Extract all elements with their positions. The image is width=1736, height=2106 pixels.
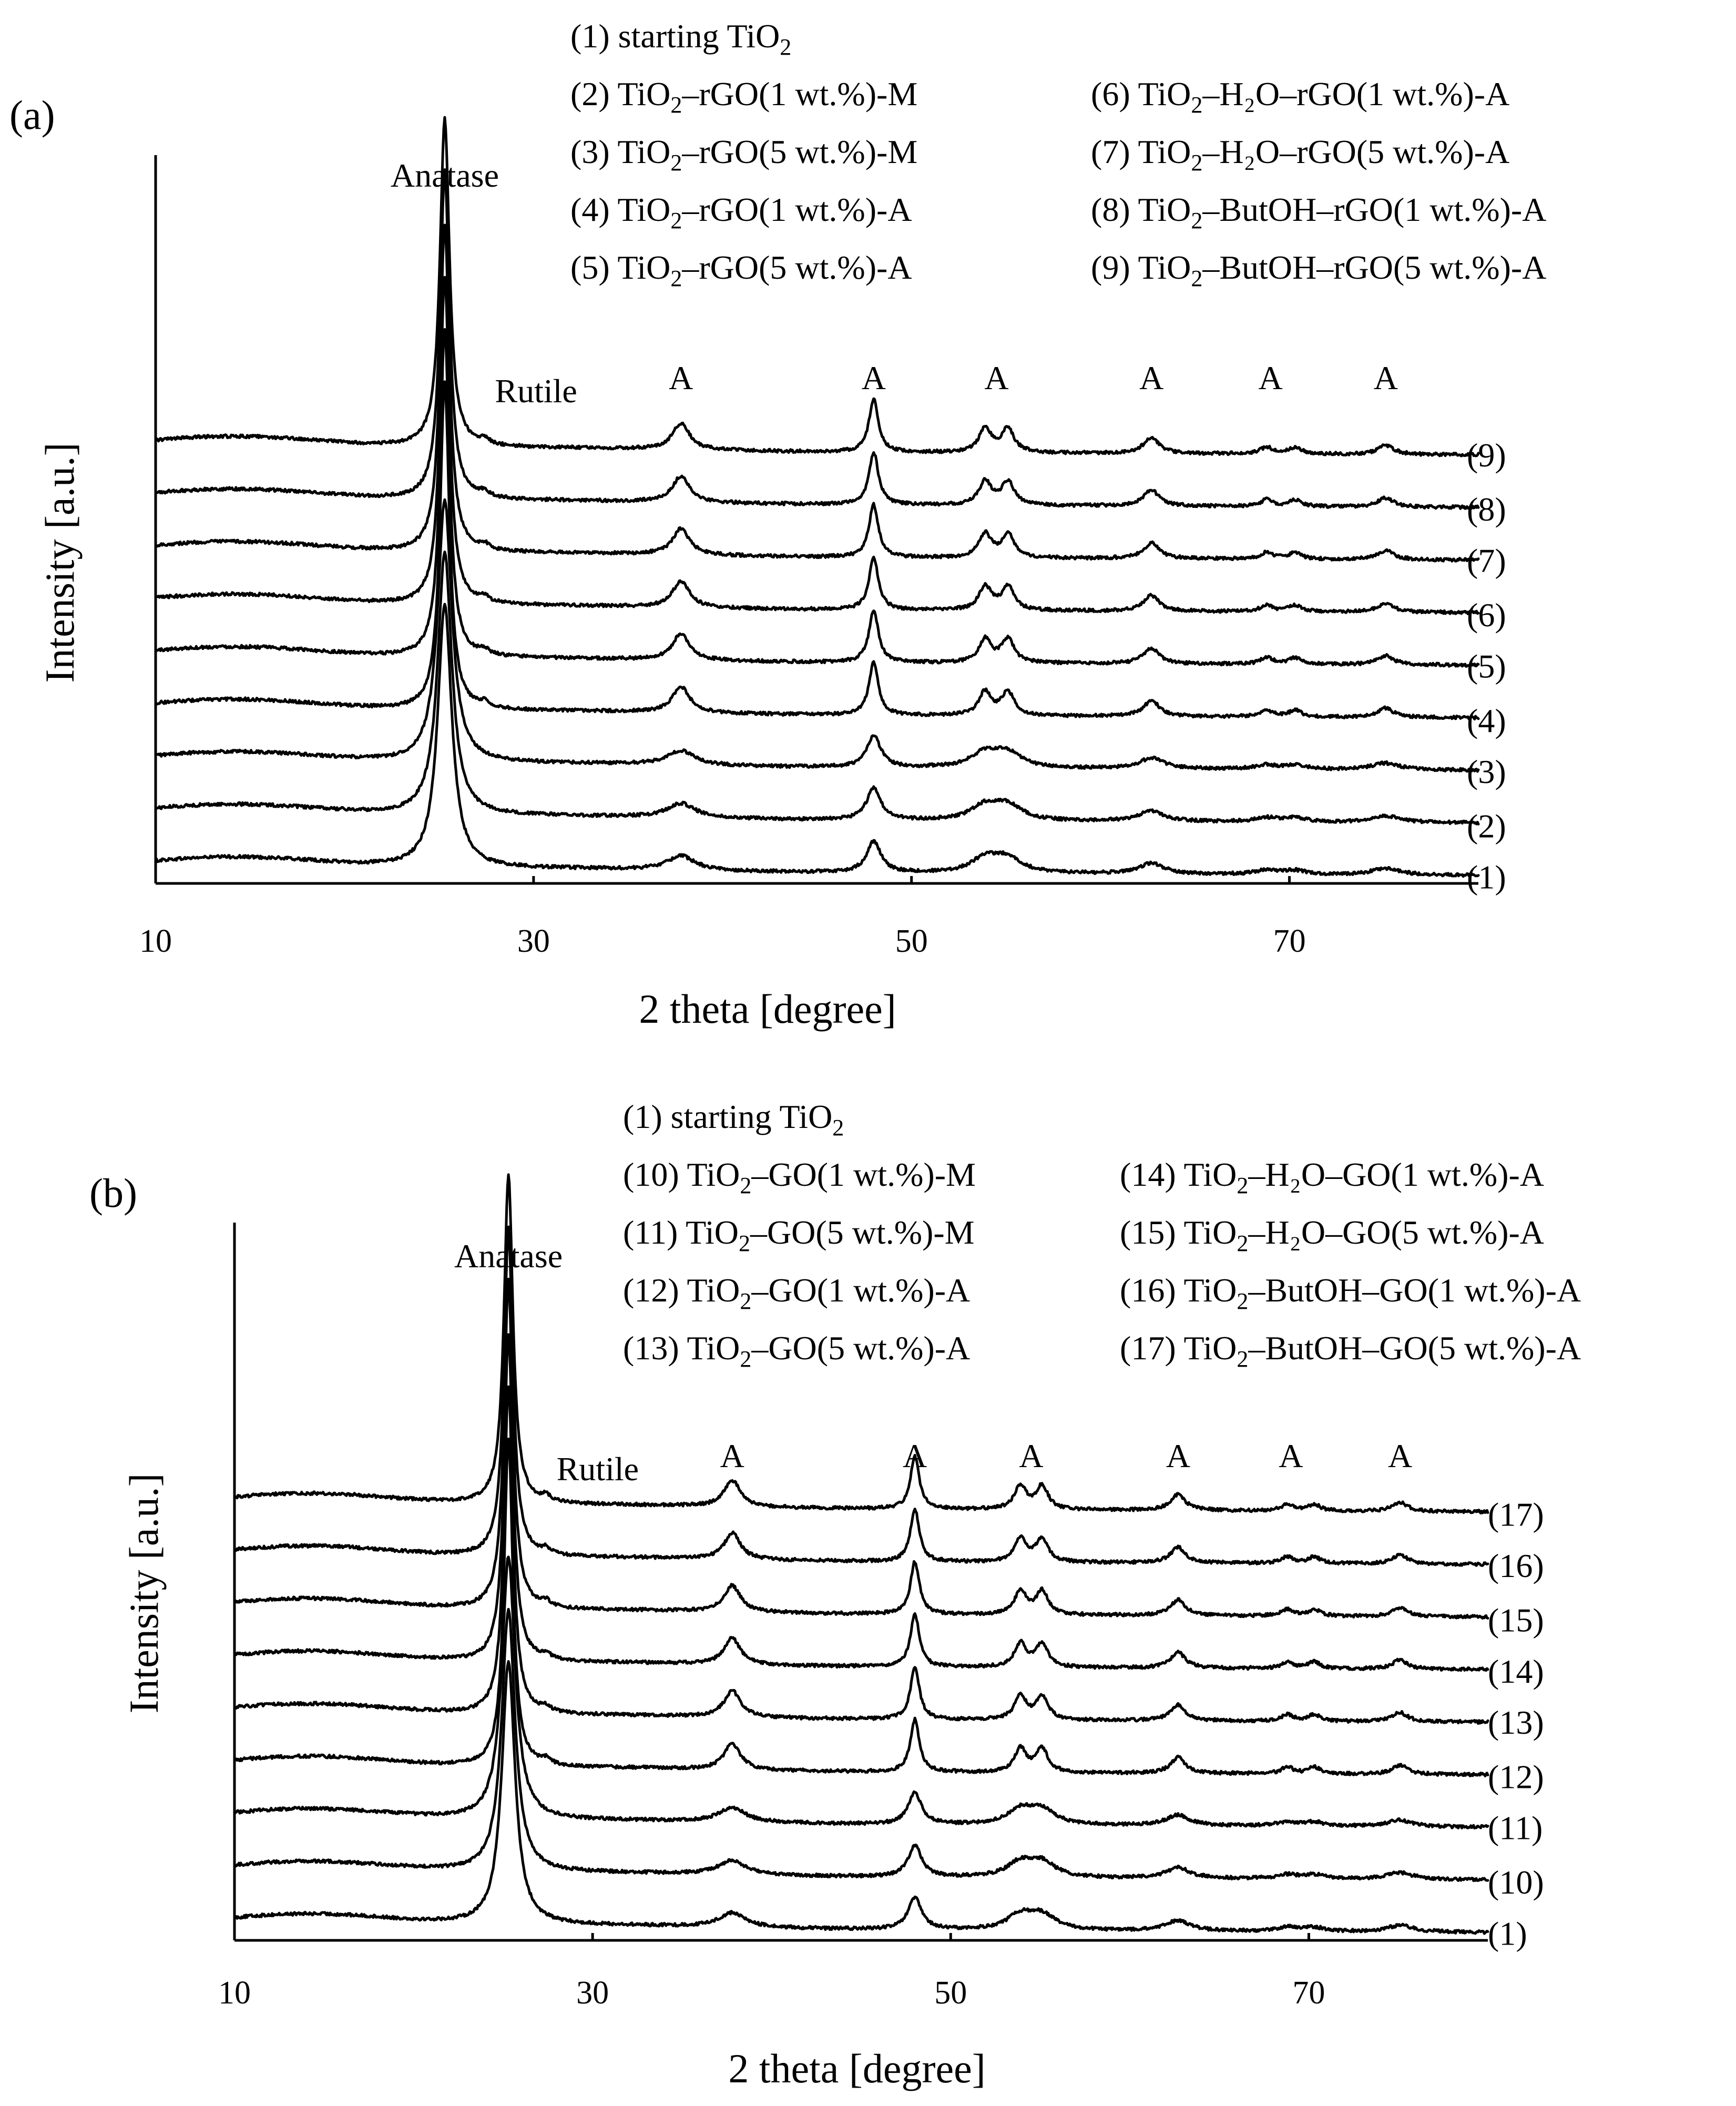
panel-a-label: (a) xyxy=(9,92,55,138)
series-trace xyxy=(233,1660,1489,1935)
series-trace xyxy=(233,1437,1489,1777)
peak-annotation: A xyxy=(720,1437,744,1474)
series-label: (8) xyxy=(1467,491,1506,528)
peak-annotation: A xyxy=(1166,1437,1190,1474)
series-trace xyxy=(233,1333,1489,1672)
x-tick-label: 30 xyxy=(517,923,550,959)
series-trace xyxy=(154,223,1480,563)
panel-a-x-axis-title: 2 theta [degree] xyxy=(639,986,896,1032)
peak-annotation: A xyxy=(1019,1437,1043,1474)
series-label: (7) xyxy=(1467,542,1506,579)
peak-annotation: Rutile xyxy=(495,372,577,410)
legend-entry: (15) TiO2–H₂O–GO(5 wt.%)-A xyxy=(1120,1214,1544,1256)
series-trace xyxy=(233,1385,1489,1725)
legend-entry: (2) TiO2–rGO(1 wt.%)-M xyxy=(570,75,917,118)
legend-entry: (5) TiO2–rGO(5 wt.%)-A xyxy=(570,249,912,291)
legend-entry: (4) TiO2–rGO(1 wt.%)-A xyxy=(570,191,912,233)
peak-annotation: Anatase xyxy=(454,1237,563,1275)
panel-b-x-axis-title: 2 theta [degree] xyxy=(728,2046,985,2091)
legend-entry: (9) TiO2–ButOH–rGO(5 wt.%)-A xyxy=(1091,249,1546,291)
series-trace xyxy=(233,1225,1489,1567)
series-trace xyxy=(154,168,1480,510)
series-trace xyxy=(233,1277,1489,1620)
series-label: (14) xyxy=(1488,1653,1544,1690)
series-trace xyxy=(233,1608,1489,1883)
series-trace xyxy=(233,1173,1489,1515)
legend-entry: (6) TiO2–H₂O–rGO(1 wt.%)-A xyxy=(1091,75,1509,118)
series-trace xyxy=(154,276,1480,615)
series-label: (10) xyxy=(1488,1864,1544,1901)
panel-a: (a) (1) starting TiO2 (2) TiO2–rGO(1 wt.… xyxy=(9,17,1546,1032)
legend-entry: (12) TiO2–GO(1 wt.%)-A xyxy=(623,1271,970,1314)
peak-annotation: A xyxy=(1374,359,1398,396)
panel-a-peak-annotations: Anatase Rutile A A A A A A xyxy=(391,157,1398,410)
legend-entry: (11) TiO2–GO(5 wt.%)-M xyxy=(623,1214,975,1256)
peak-annotation: A xyxy=(1259,359,1283,396)
peak-annotation: A xyxy=(1139,359,1163,396)
legend-entry: (1) starting TiO2 xyxy=(570,17,791,60)
series-label: (16) xyxy=(1488,1547,1544,1584)
legend-entry: (10) TiO2–GO(1 wt.%)-M xyxy=(623,1156,976,1198)
series-trace xyxy=(154,603,1480,878)
peak-annotation: A xyxy=(984,359,1008,396)
series-label: (1) xyxy=(1488,1915,1527,1952)
panel-a-x-ticks: 10 30 50 70 xyxy=(139,876,1306,959)
legend-entry: (14) TiO2–H₂O–GO(1 wt.%)-A xyxy=(1120,1156,1544,1198)
series-trace xyxy=(154,498,1480,773)
peak-annotation: A xyxy=(862,359,886,396)
legend-entry: (7) TiO2–H₂O–rGO(5 wt.%)-A xyxy=(1091,133,1509,176)
series-label: (11) xyxy=(1488,1809,1543,1847)
panel-b: (b) (1) starting TiO2 (10) TiO2–GO(1 wt.… xyxy=(89,1098,1581,2091)
series-label: (9) xyxy=(1467,436,1506,474)
legend-entry: (17) TiO2–ButOH–GO(5 wt.%)-A xyxy=(1120,1329,1581,1372)
legend-entry: (13) TiO2–GO(5 wt.%)-A xyxy=(623,1329,970,1372)
panel-b-series-labels: (1) (10) (11) (12) (13) (14) (15) (16) (17) xyxy=(1488,1496,1544,1952)
panel-b-x-ticks: 10 30 50 70 xyxy=(218,1933,1325,2011)
peak-annotation: A xyxy=(1279,1437,1303,1474)
series-trace xyxy=(154,380,1480,721)
legend-entry: (16) TiO2–ButOH–GO(1 wt.%)-A xyxy=(1120,1271,1581,1314)
panel-b-label: (b) xyxy=(89,1170,137,1216)
legend-entry: (8) TiO2–ButOH–rGO(1 wt.%)-A xyxy=(1091,191,1546,233)
series-trace xyxy=(233,1555,1489,1830)
panel-a-legend: (1) starting TiO2 (2) TiO2–rGO(1 wt.%)-M… xyxy=(570,17,1546,291)
series-label: (3) xyxy=(1467,753,1506,790)
panel-b-traces xyxy=(233,1173,1489,1935)
panel-b-y-axis-title: Intensity [a.u.] xyxy=(121,1473,167,1713)
series-label: (2) xyxy=(1467,807,1506,845)
panel-a-series-labels: (1) (2) (3) (4) (5) (6) (7) (8) (9) xyxy=(1467,436,1506,896)
peak-annotation: A xyxy=(903,1437,927,1474)
panel-a-traces xyxy=(154,116,1480,878)
x-tick-label: 10 xyxy=(218,1975,251,2011)
x-tick-label: 30 xyxy=(576,1975,609,2011)
series-label: (5) xyxy=(1467,647,1506,685)
series-label: (13) xyxy=(1488,1704,1544,1741)
peak-annotation: A xyxy=(1388,1437,1412,1474)
peak-annotation: A xyxy=(669,359,693,396)
series-trace xyxy=(154,328,1480,668)
panel-b-legend: (1) starting TiO2 (10) TiO2–GO(1 wt.%)-M… xyxy=(623,1098,1581,1372)
legend-entry: (1) starting TiO2 xyxy=(623,1098,844,1141)
series-trace xyxy=(154,551,1480,826)
x-tick-label: 10 xyxy=(139,923,172,959)
series-label: (1) xyxy=(1467,859,1506,896)
x-tick-label: 70 xyxy=(1292,1975,1325,2011)
series-trace xyxy=(154,116,1480,457)
series-label: (6) xyxy=(1467,596,1506,634)
series-label: (15) xyxy=(1488,1601,1544,1639)
legend-entry: (3) TiO2–rGO(5 wt.%)-M xyxy=(570,133,917,176)
x-tick-label: 70 xyxy=(1273,923,1306,959)
series-label: (4) xyxy=(1467,702,1506,739)
series-label: (12) xyxy=(1488,1758,1544,1796)
panel-a-y-axis-title: Intensity [a.u.] xyxy=(37,442,83,683)
x-tick-label: 50 xyxy=(934,1975,967,2011)
series-label: (17) xyxy=(1488,1496,1544,1533)
panel-b-peak-annotations: Anatase Rutile A A A A A A xyxy=(454,1237,1412,1488)
peak-annotation: Rutile xyxy=(557,1450,639,1488)
x-tick-label: 50 xyxy=(895,923,928,959)
peak-annotation: Anatase xyxy=(391,157,499,194)
